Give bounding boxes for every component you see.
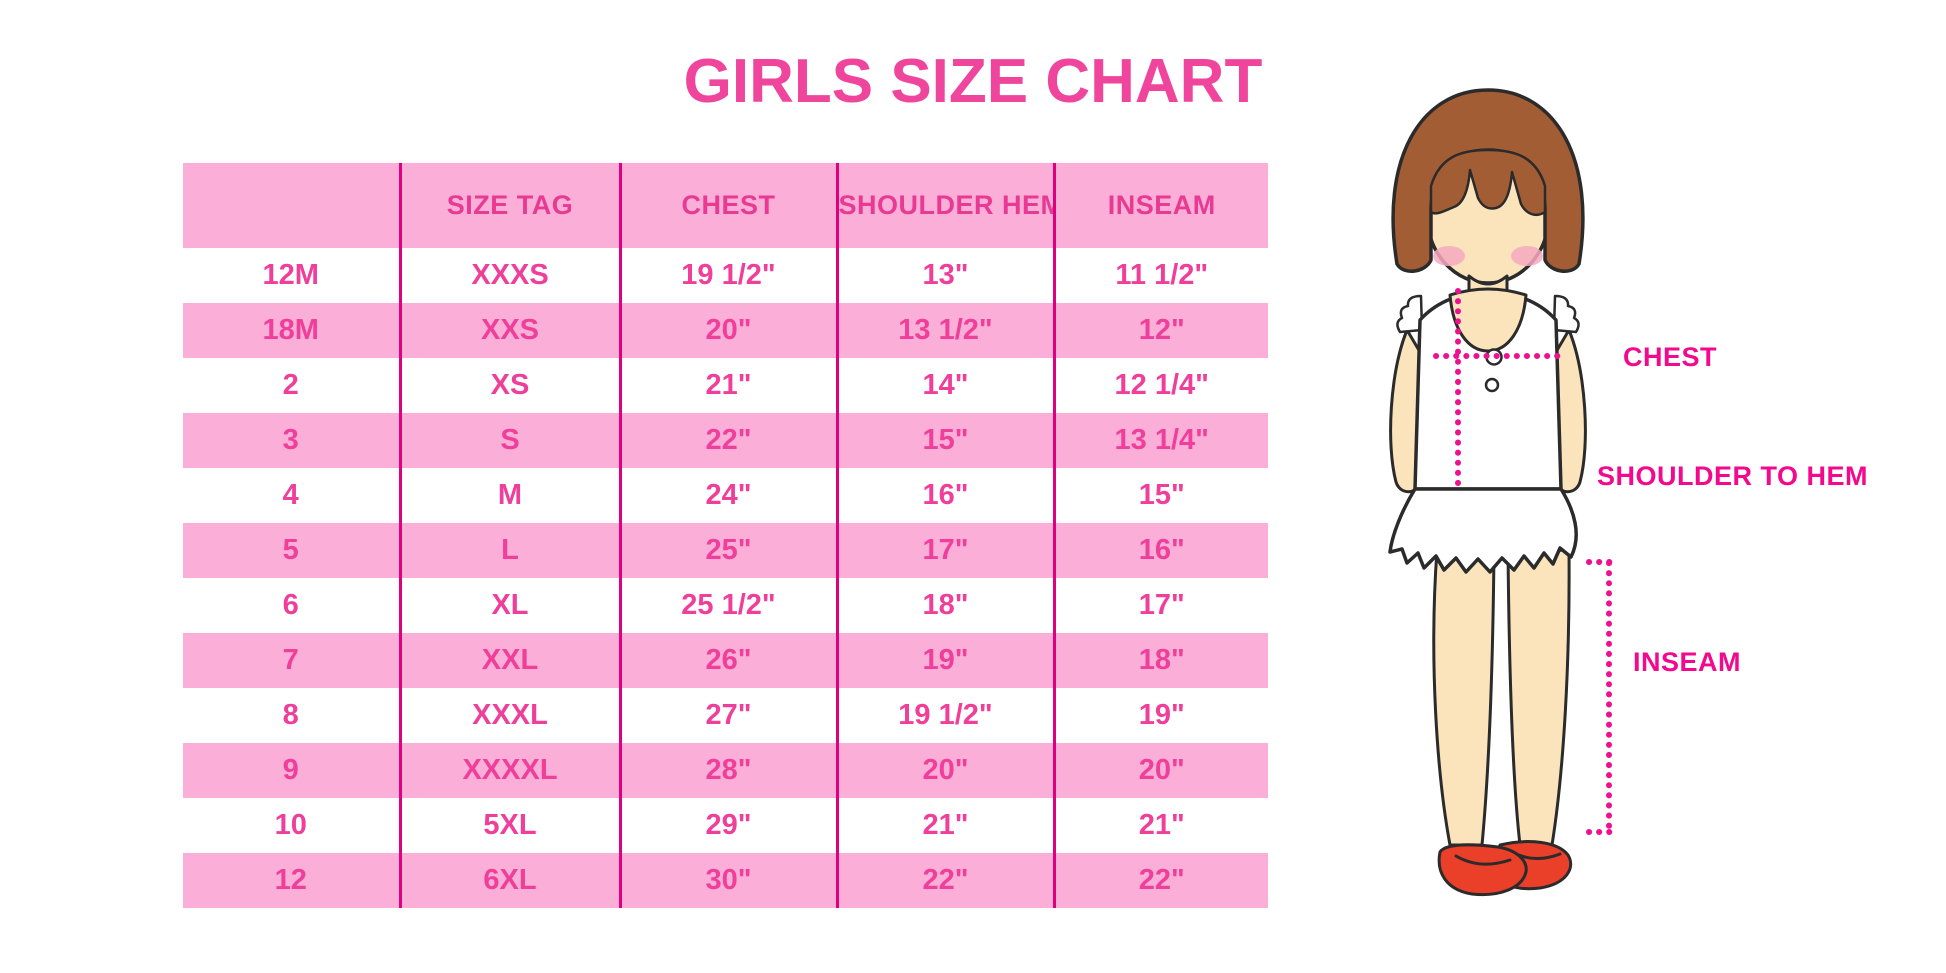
table-row: 8 XXXL 27" 19 1/2" 19" xyxy=(183,688,1268,743)
table-cell: 4 xyxy=(282,479,299,511)
table-cell: 5XL xyxy=(398,798,620,853)
table-cell: XXL xyxy=(398,633,620,688)
table-row: 6 XL 25 1/2" 18" 17" xyxy=(183,578,1268,633)
table-row: 18M XXS 20" 13 1/2" 12" xyxy=(183,303,1268,358)
table-cell: 22" xyxy=(835,853,1054,908)
left-shoe xyxy=(1437,843,1528,897)
table-row: 10 5XL 29" 21" 21" xyxy=(183,798,1268,853)
table-cell: 16" xyxy=(1052,523,1268,578)
table-cell: 12 1/4" xyxy=(1052,358,1268,413)
skirt xyxy=(1388,487,1578,574)
table-cell: 13 1/2" xyxy=(835,303,1054,358)
table-row: 12 6XL 30" 22" 22" xyxy=(183,853,1268,908)
right-shoulder-ruffle xyxy=(1552,294,1580,334)
table-cell: XXXL xyxy=(398,688,620,743)
table-cell: 16" xyxy=(835,468,1054,523)
table-cell: 25" xyxy=(618,523,837,578)
table-cell: 14" xyxy=(835,358,1054,413)
table-cell: 30" xyxy=(618,853,837,908)
table-cell: 18" xyxy=(835,578,1054,633)
table-cell: 19 1/2" xyxy=(618,248,837,303)
table-cell: 15" xyxy=(835,413,1054,468)
hair-fringe xyxy=(1429,148,1547,216)
blush-right xyxy=(1511,246,1543,266)
table-row: 4 M 24" 16" 15" xyxy=(183,468,1268,523)
table-row: 7 XXL 26" 19" 18" xyxy=(183,633,1268,688)
table-cell: 22" xyxy=(1052,853,1268,908)
table-cell: L xyxy=(398,523,620,578)
left-shoulder-ruffle xyxy=(1396,294,1424,334)
table-cell: 19" xyxy=(1052,688,1268,743)
table-cell: 19" xyxy=(835,633,1054,688)
table-cell: 6XL xyxy=(398,853,620,908)
size-table-body: 12M XXXS 19 1/2" 13" 11 1/2" 18M XXS 20" 13 1/2"… xyxy=(183,248,1268,908)
table-cell: 7 xyxy=(183,633,400,688)
table-cell: 12 xyxy=(183,853,400,908)
table-cell: 9 xyxy=(183,743,400,798)
header-cell: INSEAM xyxy=(1052,163,1268,248)
table-cell: 2 xyxy=(282,369,299,401)
table-cell: 21" xyxy=(1052,798,1268,853)
table-cell: 12M xyxy=(262,259,319,291)
header-cell: SHOULDER HEM xyxy=(835,163,1054,248)
header-cell xyxy=(183,163,400,248)
neckline xyxy=(1448,287,1528,353)
table-cell: 24" xyxy=(618,468,837,523)
table-cell: 28" xyxy=(618,743,837,798)
table-cell: 12" xyxy=(1052,303,1268,358)
table-cell: 19 1/2" xyxy=(835,688,1054,743)
table-cell: XL xyxy=(398,578,620,633)
table-row: 12M XXXS 19 1/2" 13" 11 1/2" xyxy=(183,248,1268,303)
table-cell: M xyxy=(398,468,620,523)
left-shoe-strap xyxy=(1454,854,1512,866)
blush-left xyxy=(1433,246,1465,266)
button-bottom xyxy=(1484,377,1500,393)
table-cell: 8 xyxy=(282,699,299,731)
table-cell: 18" xyxy=(1052,633,1268,688)
girl-measurement-figure: CHEST SHOULDER TO HEM INSEAM xyxy=(1388,88,1868,897)
table-cell: 13" xyxy=(835,248,1054,303)
table-cell: 20" xyxy=(835,743,1054,798)
shoulder-to-hem-label: SHOULDER TO HEM xyxy=(1597,461,1868,491)
table-cell: 6 xyxy=(282,589,299,621)
table-cell: XXS xyxy=(398,303,620,358)
table-cell: 21" xyxy=(618,358,837,413)
table-cell: 5 xyxy=(183,523,400,578)
table-cell: 15" xyxy=(1052,468,1268,523)
size-table-header-row: SIZE TAG CHEST SHOULDER HEM INSEAM xyxy=(183,163,1268,248)
table-cell: 17" xyxy=(1052,578,1268,633)
size-table: SIZE TAG CHEST SHOULDER HEM INSEAM 12M XXXS 1… xyxy=(183,163,1268,908)
table-cell: S xyxy=(398,413,620,468)
table-cell: 17" xyxy=(835,523,1054,578)
table-cell: XXXXL xyxy=(398,743,620,798)
table-cell: 25 1/2" xyxy=(618,578,837,633)
page-title: GIRLS SIZE CHART xyxy=(683,47,1263,116)
table-cell: 13 1/4" xyxy=(1052,413,1268,468)
table-cell: 26" xyxy=(618,633,837,688)
table-row: 2 XS 21" 14" 12 1/4" xyxy=(183,358,1268,413)
chest-label: CHEST xyxy=(1623,342,1717,372)
table-cell: XS xyxy=(398,358,620,413)
table-row: 9 XXXXL 28" 20" 20" xyxy=(183,743,1268,798)
inseam-label: INSEAM xyxy=(1633,647,1741,677)
header-cell: CHEST xyxy=(618,163,837,248)
table-cell: 20" xyxy=(618,303,837,358)
header-cell: SIZE TAG xyxy=(398,163,620,248)
table-cell: 22" xyxy=(618,413,837,468)
table-cell: 10 xyxy=(274,809,307,841)
table-cell: XXXS xyxy=(398,248,620,303)
table-cell: 3 xyxy=(183,413,400,468)
table-row: 3 S 22" 15" 13 1/4" xyxy=(183,413,1268,468)
table-cell: 27" xyxy=(618,688,837,743)
table-cell: 20" xyxy=(1052,743,1268,798)
left-leg xyxy=(1432,548,1496,847)
table-cell: 18M xyxy=(183,303,400,358)
table-row: 5 L 25" 17" 16" xyxy=(183,523,1268,578)
table-cell: 29" xyxy=(618,798,837,853)
table-cell: 11 1/2" xyxy=(1052,248,1268,303)
table-cell: 21" xyxy=(835,798,1054,853)
right-leg xyxy=(1506,548,1571,847)
